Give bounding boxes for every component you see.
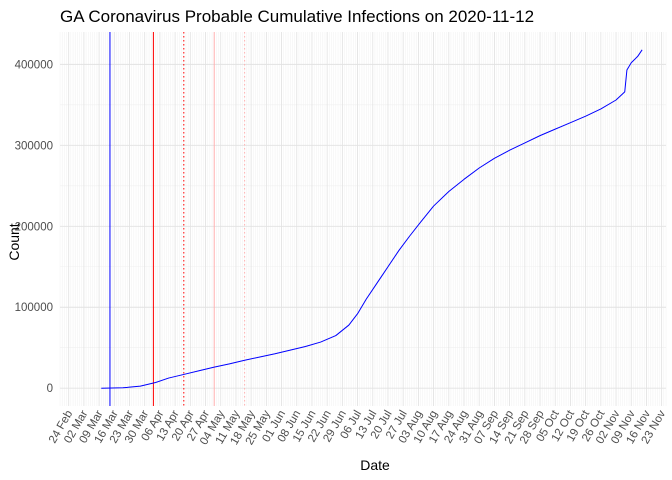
x-axis-title: Date [360,457,390,473]
series-line [101,49,643,389]
y-tick-label: 400000 [15,59,53,71]
y-tick-label: 200000 [15,221,53,233]
reference-lines [109,32,246,406]
y-tick-label: 300000 [15,140,53,152]
y-axis-title: Count [6,223,22,260]
chart-title: GA Coronavirus Probable Cumulative Infec… [60,7,534,26]
y-tick-label: 100000 [15,302,53,314]
grid [59,32,667,406]
y-axis-ticks: 0 100000 200000 300000 400000 [15,59,53,395]
series-layer [101,49,643,389]
y-tick-label: 0 [47,383,53,395]
